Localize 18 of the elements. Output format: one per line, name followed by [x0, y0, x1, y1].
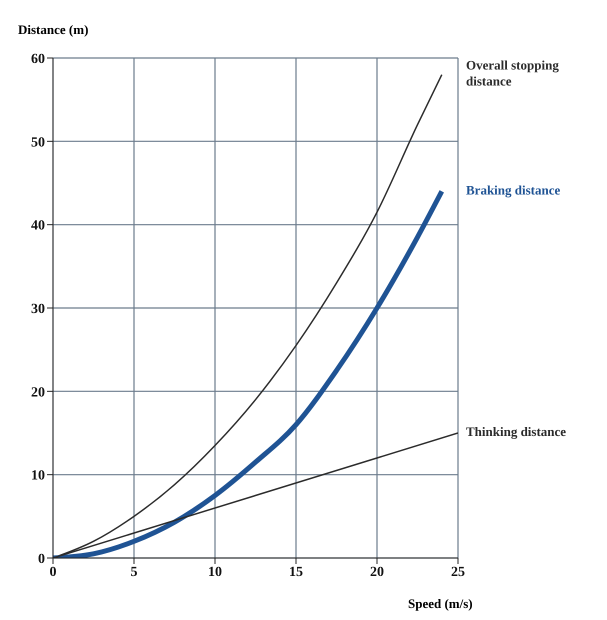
y-tick-label: 40	[31, 218, 45, 234]
series-label: Thinking distance	[466, 424, 566, 439]
x-tick-label: 20	[370, 564, 384, 580]
x-axis-title: Speed (m/s)	[408, 596, 473, 612]
y-tick-label: 10	[31, 468, 45, 484]
series-label: Braking distance	[466, 182, 560, 198]
y-tick-label: 0	[38, 552, 45, 567]
y-axis-title: Distance (m)	[18, 22, 88, 38]
x-tick-label: 15	[289, 564, 303, 580]
series-label: Overall stopping distance	[466, 58, 560, 89]
y-tick-label: 50	[31, 135, 45, 150]
y-tick-label: 30	[31, 302, 45, 317]
x-tick-label: 10	[208, 564, 222, 580]
x-tick-label: 5	[130, 564, 138, 580]
x-tick-label: 0	[50, 564, 56, 580]
x-tick-label: 25	[451, 564, 465, 580]
y-tick-label: 20	[31, 385, 45, 400]
y-tick-label: 60	[31, 52, 45, 67]
